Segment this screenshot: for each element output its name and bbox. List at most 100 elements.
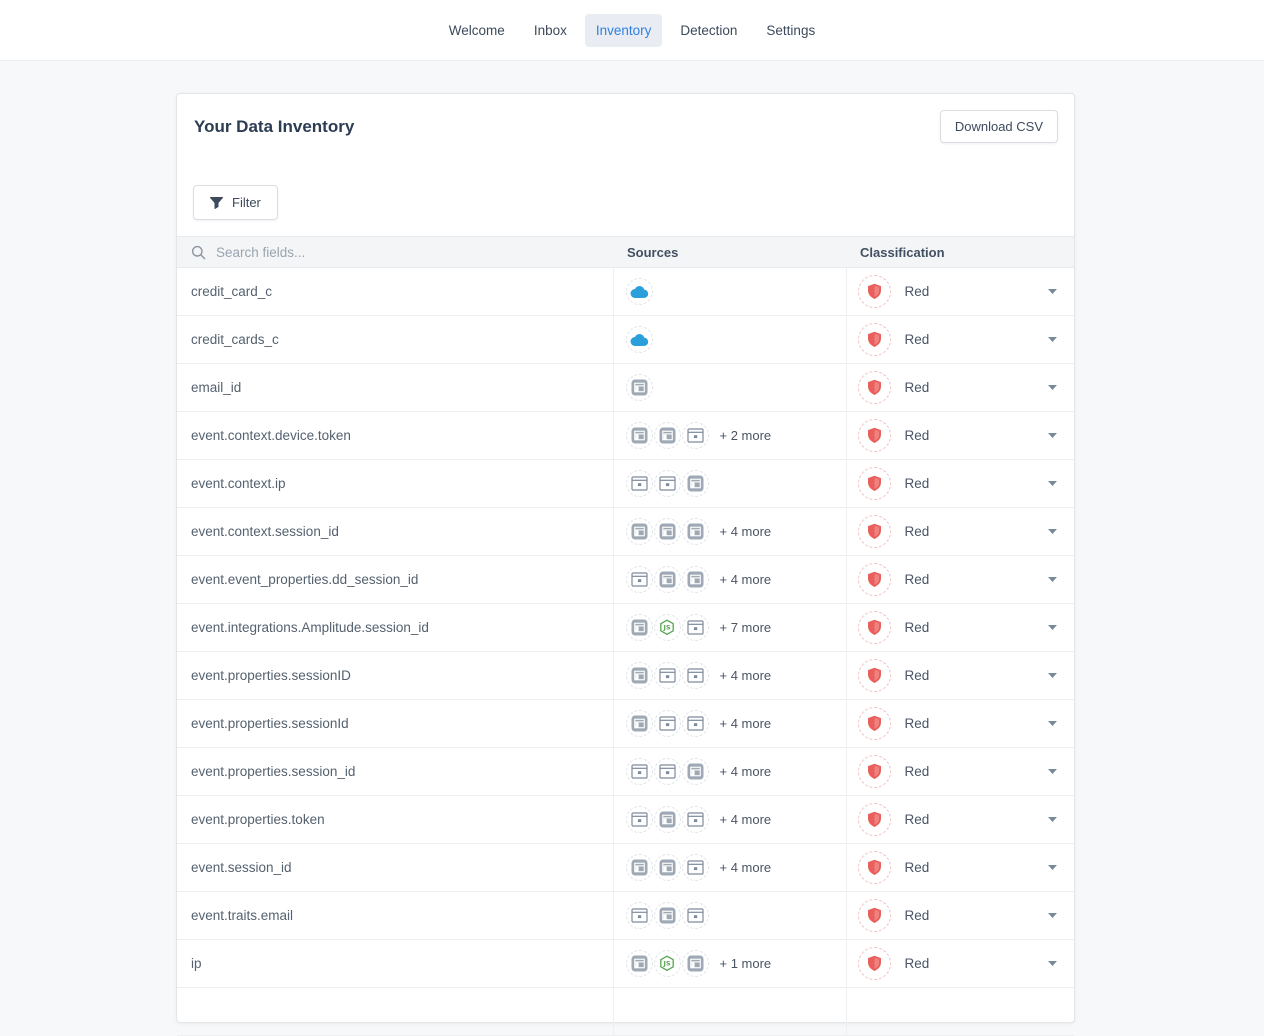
window-solid-icon	[653, 566, 681, 593]
search-icon	[191, 245, 206, 260]
classification-dropdown[interactable]: Red	[847, 371, 1075, 404]
shield-icon	[857, 515, 891, 548]
nodejs-icon: JS	[653, 950, 681, 977]
table-row: event.properties.session_id + 4 more Red	[177, 747, 1075, 796]
window-solid-icon	[681, 566, 709, 593]
filter-icon	[210, 196, 223, 209]
search-input[interactable]	[214, 243, 554, 261]
table-row: event.context.session_id + 4 more Red	[177, 507, 1075, 556]
window-outline-icon	[681, 614, 709, 641]
nav-item-detection[interactable]: Detection	[680, 22, 738, 38]
field-name: credit_cards_c	[177, 315, 613, 364]
classification-dropdown[interactable]: Red	[847, 947, 1075, 980]
table-row: event.properties.sessionId + 4 more Red	[177, 699, 1075, 748]
classification-dropdown[interactable]: Red	[847, 275, 1075, 308]
inventory-table: Sources Classification credit_card_cRedc…	[177, 236, 1074, 1036]
chevron-down-icon	[1048, 625, 1057, 630]
classification-value: Red	[904, 716, 930, 731]
sources-cell: + 4 more	[614, 758, 846, 785]
field-name: event.properties.sessionId	[177, 699, 613, 748]
nav-item-inventory[interactable]: Inventory	[584, 13, 663, 47]
nav-item-welcome[interactable]: Welcome	[448, 22, 505, 38]
shield-icon	[857, 947, 891, 980]
window-solid-icon	[653, 422, 681, 449]
classification-value: Red	[904, 620, 930, 635]
sources-cell: + 4 more	[614, 854, 846, 881]
chevron-down-icon	[1048, 817, 1057, 822]
chevron-down-icon	[1048, 529, 1057, 534]
classification-dropdown[interactable]: Red	[847, 419, 1075, 452]
classification-dropdown[interactable]: Red	[847, 755, 1075, 788]
more-sources-link[interactable]: + 4 more	[719, 572, 772, 587]
shield-icon	[857, 659, 891, 692]
more-sources-link[interactable]: + 4 more	[719, 860, 772, 875]
field-name: event.properties.token	[177, 795, 613, 844]
more-sources-link[interactable]: + 4 more	[719, 764, 772, 779]
window-outline-icon	[681, 422, 709, 449]
sources-cell	[614, 278, 846, 305]
classification-dropdown[interactable]: Red	[847, 467, 1075, 500]
more-sources-link[interactable]: + 2 more	[719, 428, 772, 443]
chevron-down-icon	[1048, 961, 1057, 966]
classification-dropdown[interactable]: Red	[847, 563, 1075, 596]
classification-value: Red	[904, 476, 930, 491]
window-outline-icon	[625, 758, 653, 785]
filter-button[interactable]: Filter	[193, 185, 278, 220]
chevron-down-icon	[1048, 433, 1057, 438]
classification-dropdown[interactable]: Red	[847, 899, 1075, 932]
more-sources-link[interactable]: + 4 more	[719, 716, 772, 731]
table-row	[177, 987, 1074, 1036]
chevron-down-icon	[1048, 769, 1057, 774]
classification-dropdown[interactable]: Red	[847, 611, 1075, 644]
sources-cell	[614, 326, 846, 353]
table-row: email_id Red	[177, 363, 1075, 412]
svg-text:JS: JS	[662, 960, 670, 968]
table-row: event.integrations.Amplitude.session_id J…	[177, 603, 1075, 652]
shield-icon	[857, 467, 891, 500]
window-outline-icon	[681, 710, 709, 737]
classification-dropdown[interactable]: Red	[847, 803, 1075, 836]
field-name: ip	[177, 939, 613, 988]
nav-item-settings[interactable]: Settings	[766, 22, 816, 38]
chevron-down-icon	[1048, 577, 1057, 582]
table-row: ip JS + 1 more Red	[177, 939, 1075, 988]
classification-dropdown[interactable]: Red	[847, 323, 1075, 356]
shield-icon	[857, 563, 891, 596]
window-solid-icon	[625, 662, 653, 689]
window-solid-icon	[681, 758, 709, 785]
table-row: event.traits.email Red	[177, 891, 1075, 940]
sources-cell: JS + 1 more	[614, 950, 846, 977]
column-header-classification: Classification	[846, 236, 1074, 268]
more-sources-link[interactable]: + 4 more	[719, 812, 772, 827]
download-csv-button[interactable]: Download CSV	[939, 110, 1058, 143]
window-solid-icon	[653, 854, 681, 881]
more-sources-link[interactable]: + 4 more	[719, 524, 772, 539]
window-solid-icon	[625, 854, 653, 881]
nav-item-inbox[interactable]: Inbox	[533, 22, 567, 38]
window-solid-icon	[625, 374, 653, 401]
more-sources-link[interactable]: + 1 more	[719, 956, 772, 971]
top-nav: Welcome Inbox Inventory Detection Settings	[0, 0, 1264, 61]
shield-icon	[857, 707, 891, 740]
classification-dropdown[interactable]: Red	[847, 659, 1075, 692]
window-solid-icon	[625, 710, 653, 737]
classification-dropdown[interactable]: Red	[847, 851, 1075, 884]
table-row: event.properties.sessionID + 4 more Red	[177, 651, 1075, 700]
more-sources-link[interactable]: + 4 more	[719, 668, 772, 683]
window-outline-icon	[625, 806, 653, 833]
field-name: event.event_properties.dd_session_id	[177, 555, 613, 604]
chevron-down-icon	[1048, 337, 1057, 342]
sources-cell	[614, 902, 846, 929]
more-sources-link[interactable]: + 7 more	[719, 620, 772, 635]
shield-icon	[857, 275, 891, 308]
classification-dropdown[interactable]: Red	[847, 707, 1075, 740]
sources-cell: + 4 more	[614, 710, 846, 737]
field-name: event.context.device.token	[177, 411, 613, 460]
filter-row: Filter	[177, 143, 1074, 236]
sources-cell: + 4 more	[614, 662, 846, 689]
classification-value: Red	[904, 956, 930, 971]
classification-dropdown[interactable]: Red	[847, 515, 1075, 548]
shield-icon	[857, 851, 891, 884]
column-header-sources: Sources	[613, 236, 846, 268]
classification-value: Red	[904, 524, 930, 539]
